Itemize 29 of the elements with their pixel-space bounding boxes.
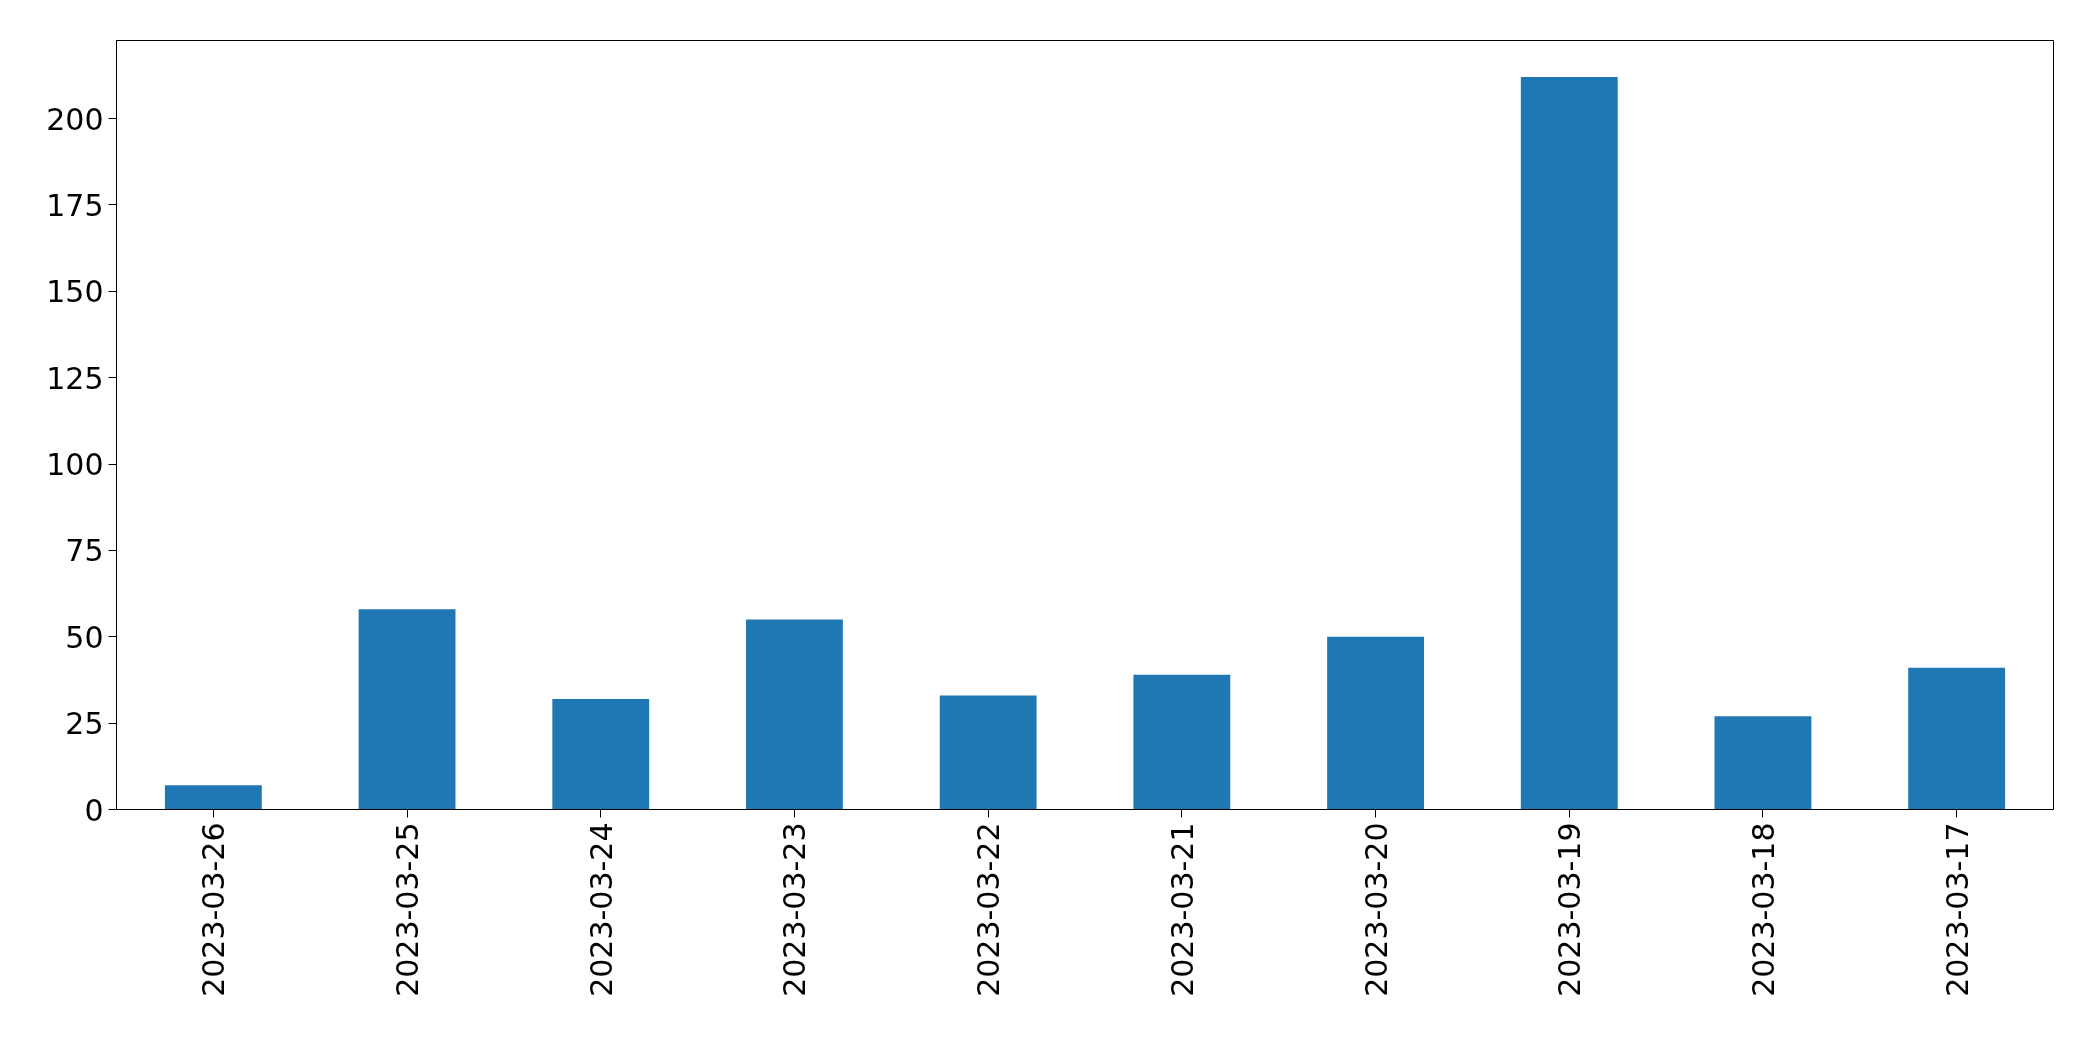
x-tick-label: 2023-03-25 [390, 822, 426, 997]
x-tick-label: 2023-03-23 [777, 822, 813, 997]
x-tick-label: 2023-03-24 [583, 822, 619, 997]
bar [552, 698, 650, 810]
y-tick-label: 200 [46, 101, 104, 137]
y-tick-label: 50 [65, 619, 104, 655]
bar [1327, 636, 1424, 810]
y-tick-label: 0 [84, 792, 104, 828]
x-tick-label: 2023-03-18 [1745, 822, 1781, 997]
x-tick-label: 2023-03-19 [1552, 822, 1588, 997]
bar [939, 695, 1037, 810]
x-tick-label: 2023-03-21 [1164, 822, 1200, 997]
x-tick-label: 2023-03-22 [971, 822, 1007, 997]
y-tick-label: 125 [46, 360, 104, 396]
bar [1520, 77, 1618, 810]
bar [1133, 674, 1231, 810]
y-tick-label: 175 [46, 187, 104, 223]
bar [1714, 716, 1812, 810]
bar [164, 785, 262, 810]
x-tick-label: 2023-03-20 [1358, 822, 1394, 997]
y-tick-label: 75 [65, 533, 104, 569]
x-tick-label: 2023-03-26 [196, 822, 232, 997]
y-tick-label: 150 [46, 274, 104, 310]
bar [746, 619, 843, 810]
y-tick-label: 100 [46, 447, 104, 483]
bar [358, 609, 456, 810]
bar [1908, 667, 2006, 810]
x-tick-label: 2023-03-17 [1939, 822, 1975, 997]
y-tick-label: 25 [65, 706, 104, 742]
